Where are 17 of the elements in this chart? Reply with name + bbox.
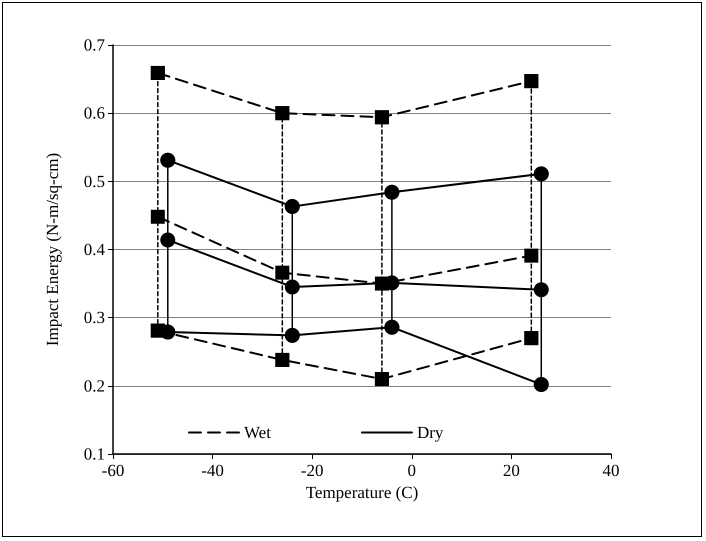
y-tick-label: 0.2	[84, 376, 105, 396]
x-tick-label: -20	[300, 461, 324, 480]
y-tick-label: 0.6	[84, 104, 105, 123]
x-tick-label: -40	[201, 461, 224, 480]
y-tick-label: 0.3	[84, 308, 105, 328]
x-tick-label: 40	[602, 461, 620, 480]
legend-label: Dry	[416, 423, 444, 442]
y-axis-title: Impact Energy (N-m/sq-cm)	[43, 152, 62, 346]
y-tick-label: 0.1	[84, 444, 105, 464]
x-tick-label: 20	[502, 461, 520, 480]
x-axis-title: Temperature (C)	[306, 482, 418, 502]
y-tick-label: 0.4	[84, 240, 106, 259]
x-tick-label: -60	[102, 461, 124, 480]
y-tick-label: 0.5	[84, 172, 105, 191]
y-tick-label: 0.7	[84, 36, 106, 54]
legend-label: Wet	[244, 423, 272, 442]
x-tick-label: 0	[408, 461, 416, 480]
